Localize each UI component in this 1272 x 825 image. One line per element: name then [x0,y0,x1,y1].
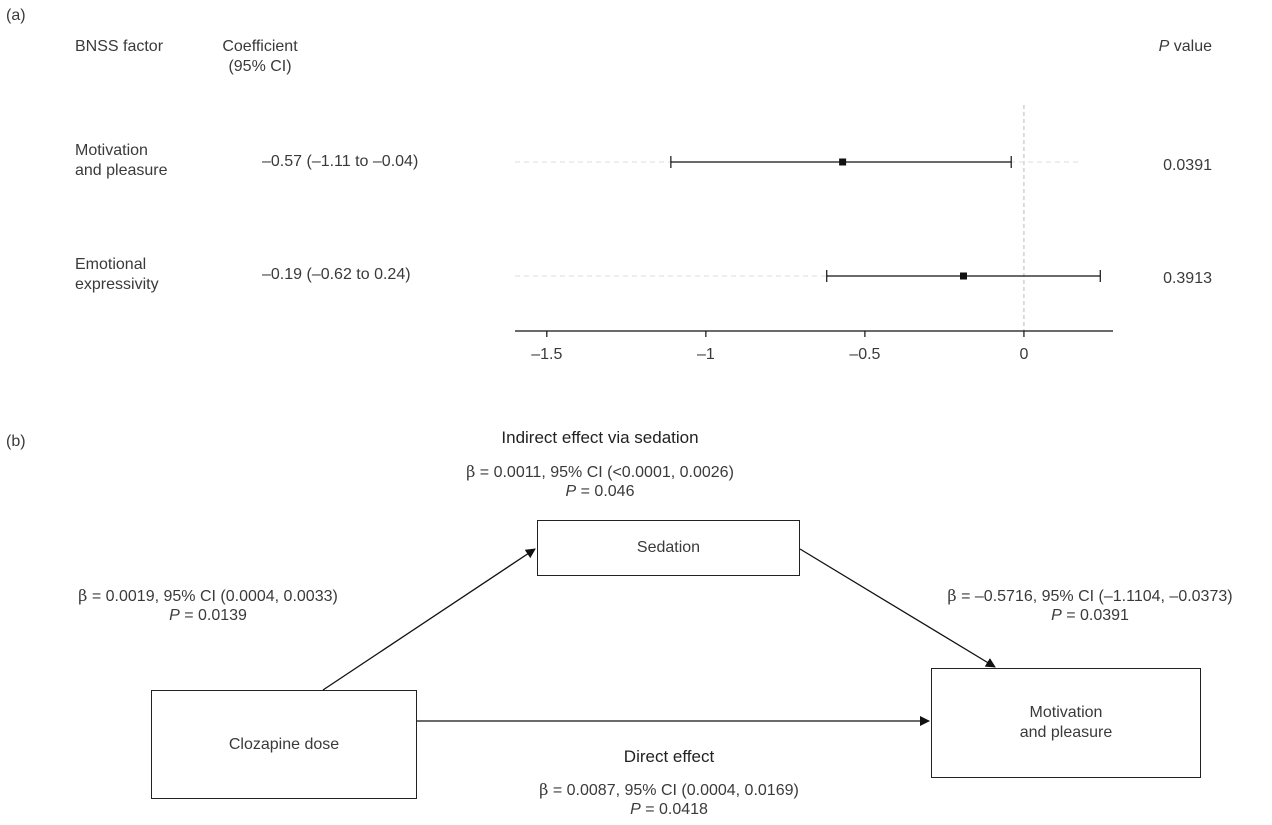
row-2-factor-line2: expressivity [75,276,159,293]
row-2-p-value: 0.3913 [1163,270,1212,287]
row-1-factor-line1: Motivation [75,142,148,159]
header-p-value: P value [1110,37,1212,57]
header-coefficient-line2: (95% CI) [228,58,292,75]
direct-effect-stat: β = 0.0087, 95% CI (0.0004, 0.0169) [469,780,869,801]
motivation-pleasure-line1: Motivation [1029,704,1103,721]
direct-p-italic: P [630,801,641,818]
right-path-stat: β = –0.5716, 95% CI (–1.1104, –0.0373) [910,586,1270,607]
beta-symbol: β [539,780,549,799]
left-path-p: P = 0.0139 [58,606,358,626]
header-p-italic: P [1158,38,1170,55]
direct-effect-title: Direct effect [623,747,715,766]
row-2-factor: Emotional expressivity [75,255,159,295]
direct-effect-stat-rest: = 0.0087, 95% CI (0.0004, 0.0169) [548,782,799,799]
forest-plot: –1.5 –1 –0.5 0 [515,105,1113,363]
row-1-coefficient: –0.57 (–1.11 to –0.04) [262,153,419,170]
x-tick-label: –1 [697,346,715,363]
right-path-p: P = 0.0391 [910,606,1270,626]
x-tick-label: –1.5 [531,346,562,363]
beta-symbol: β [947,586,957,605]
direct-p-rest: = 0.0418 [640,801,708,818]
beta-symbol: β [466,462,476,481]
direct-effect-p: P = 0.0418 [469,800,869,820]
arrow-clozapine-to-sedation [322,548,536,691]
right-p-rest: = 0.0391 [1061,607,1129,624]
left-p-italic: P [169,607,180,624]
beta-symbol: β [78,586,88,605]
indirect-effect-title: Indirect effect via sedation [501,428,699,447]
point-estimate [960,272,967,280]
indirect-effect-p: P = 0.046 [440,482,760,502]
indirect-effect-stat-rest: = 0.0011, 95% CI (<0.0001, 0.0026) [475,464,734,481]
row-1-factor-line2: and pleasure [75,162,168,179]
row-2-coefficient: –0.19 (–0.62 to 0.24) [262,266,411,283]
right-p-italic: P [1051,607,1062,624]
indirect-p-italic: P [565,483,577,500]
header-coefficient: Coefficient (95% CI) [190,37,330,77]
x-tick-label: 0 [1019,346,1028,363]
header-bnss-factor: BNSS factor [75,38,164,55]
motivation-pleasure-box: Motivation and pleasure [931,668,1201,778]
row-1-p-value: 0.0391 [1163,157,1212,174]
indirect-effect-stat: β = 0.0011, 95% CI (<0.0001, 0.0026) [440,462,760,483]
arrow-sedation-to-motivation [799,548,996,668]
left-p-rest: = 0.0139 [179,607,247,624]
panel-b-label: (b) [6,433,26,450]
clozapine-dose-box: Clozapine dose [151,690,417,799]
sedation-box-label: Sedation [636,539,701,556]
indirect-p-rest: = 0.046 [576,483,635,500]
left-path-stat-rest: = 0.0019, 95% CI (0.0004, 0.0033) [87,588,338,605]
row-1-factor: Motivation and pleasure [75,141,168,181]
panel-a-label: (a) [6,7,26,24]
header-p-rest: value [1169,38,1212,55]
point-estimate [839,158,847,166]
clozapine-dose-label: Clozapine dose [228,735,340,753]
left-path-stat: β = 0.0019, 95% CI (0.0004, 0.0033) [58,586,358,607]
sedation-box: Sedation [537,520,800,576]
motivation-pleasure-line2: and pleasure [1019,724,1113,741]
header-coefficient-line1: Coefficient [222,38,298,55]
row-2-factor-line1: Emotional [75,256,147,273]
right-path-stat-rest: = –0.5716, 95% CI (–1.1104, –0.0373) [956,588,1233,605]
x-tick-label: –0.5 [849,346,880,363]
